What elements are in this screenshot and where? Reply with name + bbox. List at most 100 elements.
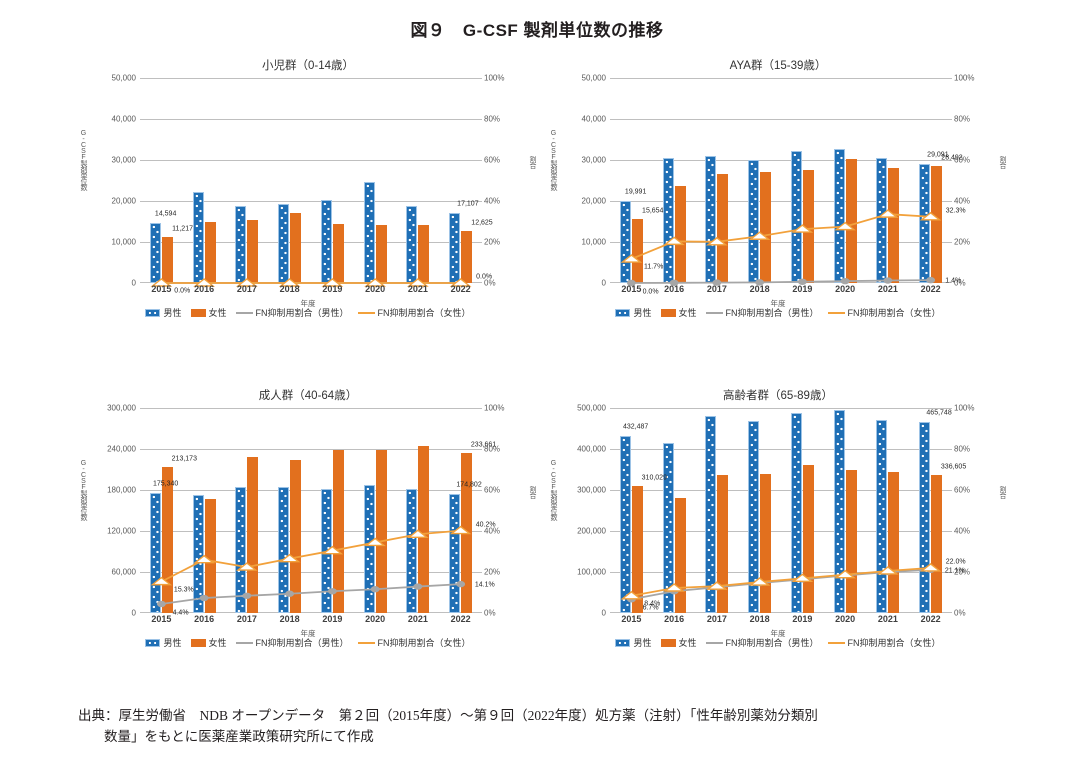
bar-female[interactable] (631, 485, 643, 613)
bar-male[interactable] (363, 485, 375, 613)
bar-male[interactable] (876, 158, 888, 283)
female-ratio-marker[interactable] (751, 232, 769, 239)
legend-item-female-bar[interactable]: 女性 (660, 636, 697, 649)
female-ratio-marker[interactable] (665, 584, 683, 591)
bar-female[interactable] (845, 159, 857, 283)
bar-female[interactable] (204, 221, 216, 283)
bar-female[interactable] (717, 173, 729, 283)
female-ratio-marker[interactable] (452, 279, 470, 286)
bar-female[interactable] (717, 474, 729, 613)
female-ratio-marker[interactable] (879, 567, 897, 574)
female-ratio-marker[interactable] (622, 592, 640, 599)
bar-female[interactable] (888, 167, 900, 283)
male-ratio-marker[interactable] (926, 276, 936, 284)
bar-female[interactable] (375, 224, 387, 283)
male-ratio-marker[interactable] (327, 588, 337, 595)
male-ratio-marker[interactable] (285, 590, 295, 597)
female-ratio-marker[interactable] (195, 279, 213, 286)
bar-female[interactable] (418, 224, 430, 283)
male-ratio-marker[interactable] (156, 600, 166, 608)
female-ratio-marker[interactable] (366, 538, 384, 545)
female-ratio-marker[interactable] (323, 547, 341, 554)
male-ratio-marker[interactable] (840, 277, 850, 285)
legend-item-female-line[interactable]: FN抑制用割合（女性） (827, 636, 941, 649)
bar-female[interactable] (418, 446, 430, 613)
bar-male[interactable] (449, 493, 461, 613)
female-ratio-marker[interactable] (323, 279, 341, 286)
legend-item-female-bar[interactable]: 女性 (190, 306, 227, 319)
female-ratio-marker[interactable] (793, 574, 811, 581)
female-ratio-marker[interactable] (751, 578, 769, 585)
bar-male[interactable] (278, 487, 290, 613)
bar-female[interactable] (674, 185, 686, 283)
female-ratio-marker[interactable] (708, 238, 726, 245)
female-ratio-marker[interactable] (152, 279, 170, 286)
legend-item-male-line[interactable]: FN抑制用割合（男性） (705, 306, 819, 319)
female-ratio-marker[interactable] (281, 279, 299, 286)
female-ratio-marker[interactable] (152, 578, 170, 585)
bar-male[interactable] (619, 201, 631, 283)
male-ratio-marker[interactable] (199, 594, 209, 602)
bar-female[interactable] (845, 469, 857, 613)
bar-female[interactable] (760, 473, 772, 613)
bar-female[interactable] (375, 449, 387, 613)
female-ratio-marker[interactable] (195, 556, 213, 563)
male-ratio-marker[interactable] (242, 592, 252, 599)
bar-female[interactable] (674, 497, 686, 613)
bar-male[interactable] (662, 443, 674, 613)
legend-item-female-line[interactable]: FN抑制用割合（女性） (357, 306, 471, 319)
bar-male[interactable] (149, 493, 161, 613)
female-ratio-marker[interactable] (665, 237, 683, 244)
legend-item-female-bar[interactable]: 女性 (660, 306, 697, 319)
female-ratio-marker[interactable] (238, 279, 256, 286)
female-ratio-marker[interactable] (836, 223, 854, 230)
male-ratio-marker[interactable] (669, 279, 679, 286)
bar-female[interactable] (888, 472, 900, 613)
female-ratio-marker[interactable] (708, 582, 726, 589)
legend-item-male-bar[interactable]: 男性 (615, 636, 652, 649)
female-ratio-marker[interactable] (281, 555, 299, 562)
bar-female[interactable] (461, 231, 473, 283)
legend-item-male-line[interactable]: FN抑制用割合（男性） (705, 636, 819, 649)
female-ratio-marker[interactable] (622, 255, 640, 262)
legend-item-female-bar[interactable]: 女性 (190, 636, 227, 649)
bar-male[interactable] (705, 416, 717, 613)
bar-female[interactable] (760, 172, 772, 283)
bar-female[interactable] (204, 498, 216, 613)
bar-male[interactable] (235, 486, 247, 613)
female-ratio-marker[interactable] (922, 564, 940, 571)
bar-male[interactable] (192, 495, 204, 613)
female-ratio-marker[interactable] (409, 530, 427, 537)
bar-female[interactable] (332, 449, 344, 613)
bar-female[interactable] (631, 218, 643, 283)
bar-male[interactable] (406, 489, 418, 613)
male-ratio-marker[interactable] (413, 583, 423, 590)
female-ratio-marker[interactable] (836, 571, 854, 578)
male-ratio-marker[interactable] (883, 277, 893, 284)
female-ratio-marker[interactable] (409, 279, 427, 286)
male-ratio-marker[interactable] (370, 586, 380, 593)
bar-male[interactable] (833, 410, 845, 613)
bar-female[interactable] (931, 166, 943, 283)
legend-item-male-line[interactable]: FN抑制用割合（男性） (235, 306, 349, 319)
female-ratio-marker[interactable] (452, 527, 470, 534)
bar-male[interactable] (619, 435, 631, 613)
female-ratio-marker[interactable] (793, 225, 811, 232)
bar-female[interactable] (247, 457, 259, 613)
male-ratio-marker[interactable] (626, 279, 636, 287)
bar-female[interactable] (802, 465, 814, 613)
bar-female[interactable] (247, 219, 259, 283)
legend-item-male-bar[interactable]: 男性 (145, 636, 182, 649)
legend-item-male-line[interactable]: FN抑制用割合（男性） (235, 636, 349, 649)
bar-female[interactable] (931, 475, 943, 613)
male-ratio-marker[interactable] (755, 279, 765, 286)
bar-female[interactable] (802, 170, 814, 283)
bar-male[interactable] (790, 413, 802, 613)
female-ratio-marker[interactable] (238, 563, 256, 570)
male-ratio-marker[interactable] (712, 279, 722, 286)
bar-female[interactable] (161, 237, 173, 283)
bar-male[interactable] (919, 163, 931, 283)
male-ratio-marker[interactable] (456, 580, 466, 588)
legend-item-male-bar[interactable]: 男性 (145, 306, 182, 319)
legend-item-female-line[interactable]: FN抑制用割合（女性） (357, 636, 471, 649)
